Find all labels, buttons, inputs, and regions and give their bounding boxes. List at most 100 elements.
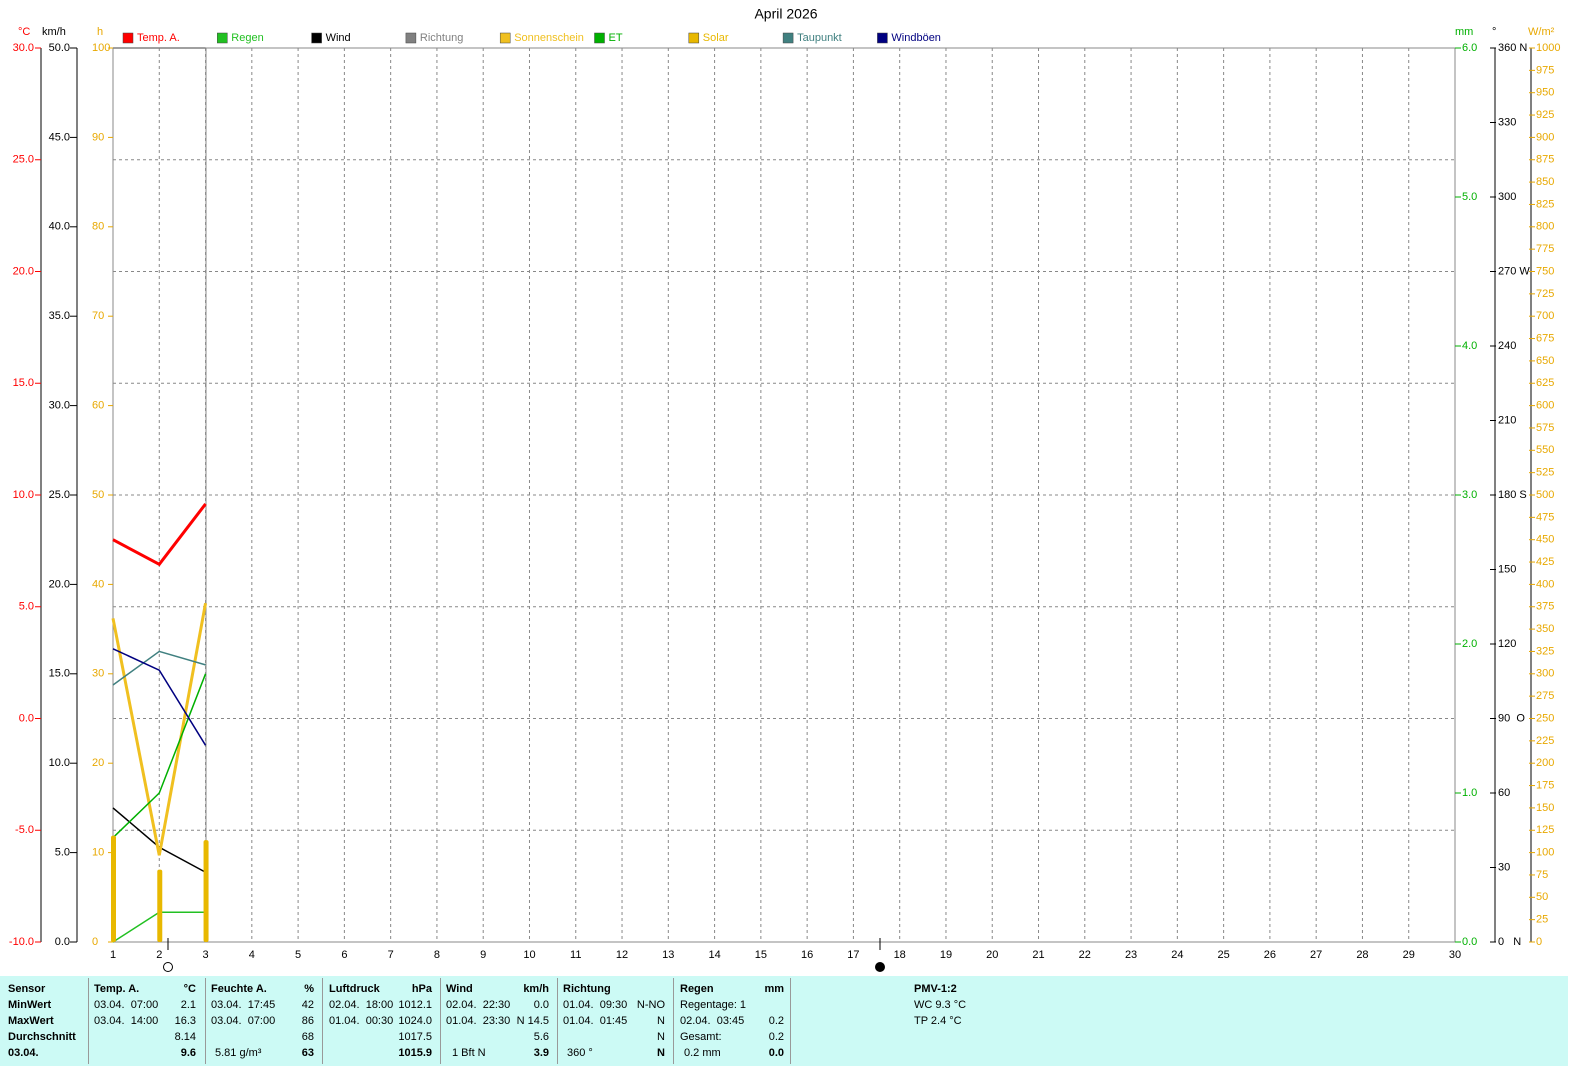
- table-cell: 1 Bft N: [452, 1047, 486, 1059]
- table-cell: Luftdruck: [329, 983, 380, 995]
- y-tick-label: 625: [1536, 377, 1554, 389]
- table-cell: Temp. A.: [94, 983, 140, 995]
- y-tick-label: 775: [1536, 243, 1554, 255]
- y-tick-label: 5.0: [19, 601, 34, 613]
- table-cell: 9.6: [180, 1047, 196, 1059]
- y-tick-label: 15.0: [49, 668, 70, 680]
- y-tick-label: 20.0: [49, 578, 70, 590]
- x-tick-label: 10: [523, 949, 535, 961]
- x-tick-label: 11: [570, 949, 581, 961]
- y-tick-label: 225: [1536, 735, 1554, 747]
- y-tick-label: 150: [1498, 563, 1516, 575]
- table-cell: Sensor: [8, 983, 46, 995]
- y-tick-label: 90: [92, 131, 104, 143]
- y-tick-label: 25.0: [49, 489, 70, 501]
- x-tick-label: 29: [1403, 949, 1415, 961]
- x-tick-label: 19: [940, 949, 952, 961]
- y-tick-label: 0.0: [19, 712, 34, 724]
- x-tick-label: 22: [1079, 949, 1091, 961]
- table-cell: MinWert: [8, 999, 52, 1011]
- table-cell: N: [657, 1031, 665, 1043]
- x-tick-label: 2: [156, 949, 162, 961]
- table-cell: 2.1: [180, 999, 196, 1011]
- y-tick-label: 360 N: [1498, 42, 1527, 54]
- y-tick-label: 425: [1536, 556, 1554, 568]
- x-tick-label: 26: [1264, 949, 1276, 961]
- y-tick-label: 675: [1536, 332, 1554, 344]
- table-cell: 5.6: [533, 1031, 549, 1043]
- y-tick-label: 330: [1498, 116, 1516, 128]
- x-tick-label: 5: [295, 949, 301, 961]
- table-cell: 0.0: [533, 999, 549, 1011]
- y-tick-label: 500: [1536, 489, 1554, 501]
- y-tick-label: 0.0: [1462, 936, 1477, 948]
- table-cell: km/h: [523, 983, 549, 995]
- y-tick-label: 900: [1536, 131, 1554, 143]
- table-cell: 03.04. 14:00: [94, 1015, 159, 1027]
- y-tick-label: 400: [1536, 578, 1554, 590]
- y-tick-label: 20: [92, 757, 104, 769]
- x-tick-label: 9: [480, 949, 486, 961]
- table-cell: N: [657, 1015, 665, 1027]
- y-tick-label: 725: [1536, 288, 1554, 300]
- y-tick-label: 0: [92, 936, 98, 948]
- table-cell: hPa: [411, 983, 432, 995]
- separator: [673, 978, 674, 1064]
- x-tick-label: 8: [434, 949, 440, 961]
- y-tick-label: 60: [1498, 787, 1510, 799]
- legend-swatch: [499, 32, 511, 44]
- y-tick-label: 700: [1536, 310, 1554, 322]
- y-tick-label: 40.0: [49, 221, 70, 233]
- separator: [322, 978, 323, 1064]
- table-cell: Gesamt:: [680, 1031, 722, 1043]
- table-cell: 03.04. 07:00: [94, 999, 159, 1011]
- table-cell: Feuchte A.: [211, 983, 267, 995]
- stats-table: Sensor MinWert MaxWert Durchschnitt 03.04. Te…: [0, 976, 1568, 1066]
- x-tick-label: 27: [1310, 949, 1322, 961]
- y-tick-label: 825: [1536, 198, 1554, 210]
- table-cell: 63: [301, 1047, 314, 1059]
- table-cell: 02.04. 03:45: [680, 1015, 745, 1027]
- y-tick-label: 30: [92, 668, 104, 680]
- table-cell: 02.04. 18:00: [329, 999, 394, 1011]
- table-cell: Richtung: [563, 983, 611, 995]
- y-tick-label: 210: [1498, 414, 1516, 426]
- table-cell: 3.9: [533, 1047, 549, 1059]
- table-cell: 42: [301, 999, 314, 1011]
- y-tick-label: 550: [1536, 444, 1554, 456]
- y-tick-label: 800: [1536, 221, 1554, 233]
- table-cell: 86: [301, 1015, 314, 1027]
- y-tick-label: 525: [1536, 467, 1554, 479]
- legend-label: Temp. A.: [137, 32, 180, 44]
- y-tick-label: 300: [1498, 191, 1516, 203]
- y-tick-label: 350: [1536, 623, 1554, 635]
- y-tick-label: 60: [92, 400, 104, 412]
- axis-unit: °C: [18, 26, 30, 38]
- y-tick-label: 25: [1536, 914, 1548, 926]
- y-tick-label: 240: [1498, 340, 1516, 352]
- y-tick-label: 6.0: [1462, 42, 1477, 54]
- legend-swatch: [594, 32, 605, 44]
- bar: [157, 869, 163, 942]
- y-tick-label: 175: [1536, 779, 1554, 791]
- x-tick-label: 3: [202, 949, 208, 961]
- y-tick-label: 90 O: [1498, 712, 1525, 724]
- y-tick-label: -10.0: [9, 936, 34, 948]
- table-cell: 16.3: [174, 1015, 196, 1027]
- y-tick-label: 270 W: [1498, 265, 1530, 277]
- y-tick-label: 750: [1536, 265, 1554, 277]
- table-cell: 1024.0: [398, 1015, 432, 1027]
- table-cell: 03.04. 07:00: [211, 1015, 276, 1027]
- x-tick-label: 23: [1125, 949, 1137, 961]
- x-tick-label: 6: [341, 949, 347, 961]
- y-tick-label: 75: [1536, 869, 1548, 881]
- table-cell: 03.04.: [8, 1047, 39, 1059]
- table-cell: 68: [301, 1031, 314, 1043]
- legend-swatch: [782, 32, 794, 44]
- new-moon-icon: [163, 962, 173, 972]
- series-line: [112, 650, 206, 686]
- bar: [111, 835, 116, 942]
- table-cell: Regentage: 1: [680, 999, 747, 1011]
- axis-unit: °: [1492, 26, 1496, 38]
